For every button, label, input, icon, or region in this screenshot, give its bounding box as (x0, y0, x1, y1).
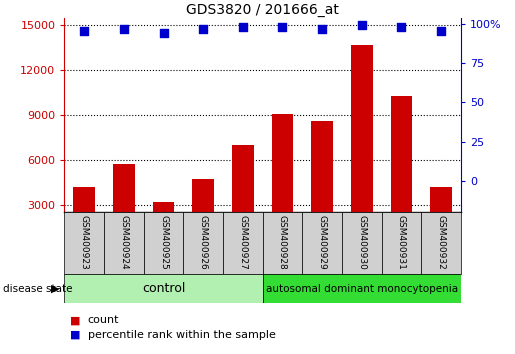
Bar (223, 212, 263, 274)
Text: GSM400924: GSM400924 (119, 216, 128, 270)
Bar (263, 212, 302, 274)
Text: control: control (142, 282, 185, 295)
Text: GSM400932: GSM400932 (437, 216, 445, 270)
Bar (183, 212, 223, 274)
Text: GSM400923: GSM400923 (80, 216, 89, 270)
Text: ■: ■ (70, 330, 80, 339)
Bar (73, 187, 95, 250)
Bar (144, 212, 183, 274)
Bar (311, 121, 333, 250)
Text: GSM400925: GSM400925 (159, 216, 168, 270)
Bar (302, 212, 342, 274)
Text: GSM400931: GSM400931 (397, 216, 406, 270)
Text: ■: ■ (70, 315, 80, 325)
Bar (430, 187, 452, 250)
Bar (232, 145, 254, 250)
Bar (382, 212, 421, 274)
Point (398, 24, 406, 30)
Point (357, 22, 366, 28)
Bar (351, 45, 373, 250)
Bar (192, 179, 214, 250)
Text: GSM400928: GSM400928 (278, 216, 287, 270)
Bar (421, 212, 461, 274)
Text: GSM400927: GSM400927 (238, 216, 247, 270)
Text: disease state: disease state (3, 284, 72, 293)
Bar (263, 274, 461, 303)
Title: GDS3820 / 201666_at: GDS3820 / 201666_at (186, 3, 339, 17)
Text: count: count (88, 315, 119, 325)
Bar (390, 96, 413, 250)
Text: ▶: ▶ (50, 284, 59, 293)
Bar (152, 202, 175, 250)
Point (318, 26, 327, 32)
Point (119, 26, 128, 32)
Point (238, 24, 247, 30)
Text: GSM400930: GSM400930 (357, 216, 366, 270)
Text: autosomal dominant monocytopenia: autosomal dominant monocytopenia (266, 284, 458, 293)
Bar (113, 165, 135, 250)
Point (437, 28, 445, 34)
Point (159, 30, 167, 35)
Text: GSM400926: GSM400926 (199, 216, 208, 270)
Bar (64, 274, 263, 303)
Point (199, 26, 207, 32)
Bar (271, 114, 294, 250)
Text: GSM400929: GSM400929 (318, 216, 327, 270)
Bar (104, 212, 144, 274)
Bar (342, 212, 382, 274)
Point (278, 24, 286, 30)
Text: percentile rank within the sample: percentile rank within the sample (88, 330, 276, 339)
Bar (64, 212, 104, 274)
Point (80, 28, 89, 34)
